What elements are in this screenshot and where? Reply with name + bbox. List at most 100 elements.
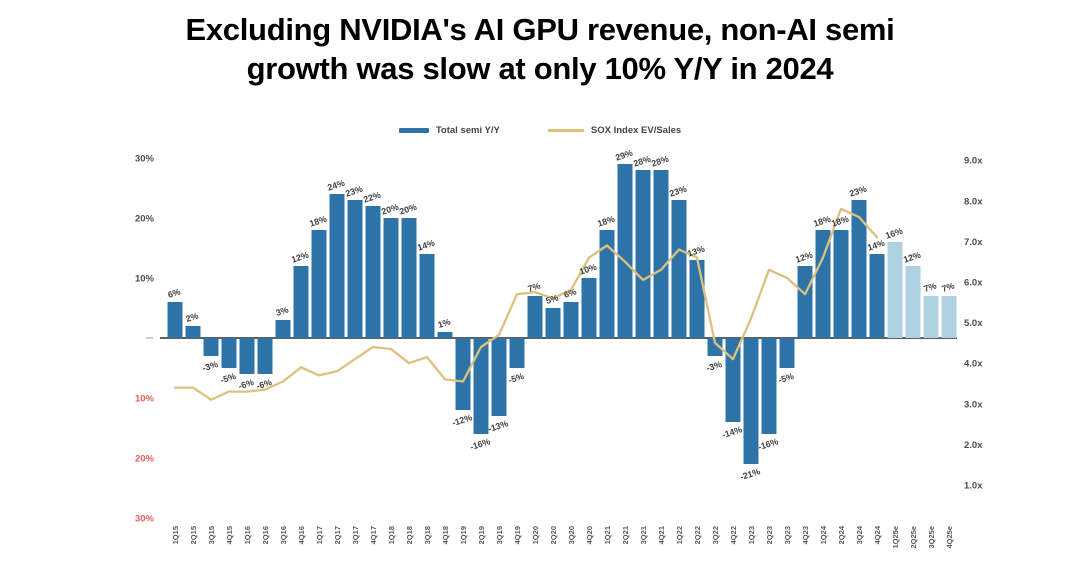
bar-4Q22 xyxy=(725,338,741,422)
bar-4Q19 xyxy=(509,338,525,368)
x-axis-label-1Q20: 1Q20 xyxy=(531,526,540,544)
x-axis-label-2Q23: 2Q23 xyxy=(765,526,774,544)
chart-title-line1: Excluding NVIDIA's AI GPU revenue, non-A… xyxy=(185,12,895,47)
bar-2Q16 xyxy=(257,338,273,374)
bar-label-4Q25e: 7% xyxy=(940,280,955,293)
bar-label-4Q19: -5% xyxy=(507,371,525,385)
bar-label-1Q18: 20% xyxy=(380,202,400,217)
right-axis-tick: 2.0x xyxy=(964,440,983,451)
bar-label-2Q25e: 12% xyxy=(902,250,922,265)
x-axis-label-1Q17: 1Q17 xyxy=(315,526,324,544)
left-axis-tick: 10% xyxy=(135,394,155,405)
x-axis-label-3Q25e: 3Q25e xyxy=(927,526,936,549)
bar-2Q23 xyxy=(761,338,777,434)
bar-3Q16 xyxy=(275,320,291,338)
bar-1Q16 xyxy=(239,338,255,374)
bar-4Q24 xyxy=(869,254,885,338)
bar-label-2Q24: 18% xyxy=(830,214,850,229)
x-axis-label-2Q20: 2Q20 xyxy=(549,526,558,544)
x-axis-label-2Q17: 2Q17 xyxy=(333,526,342,544)
bar-4Q16 xyxy=(293,266,309,338)
bar-label-1Q21: 18% xyxy=(596,214,616,229)
bar-label-3Q15: -3% xyxy=(201,359,219,373)
bar-3Q15 xyxy=(203,338,219,356)
left-axis-tick: 30% xyxy=(135,514,155,525)
right-axis-tick: 8.0x xyxy=(964,196,983,207)
x-axis-label-2Q25e: 2Q25e xyxy=(909,526,918,549)
x-axis-label-2Q19: 2Q19 xyxy=(477,526,486,544)
bar-label-2Q23: -16% xyxy=(757,436,780,452)
bar-label-2Q19: -16% xyxy=(469,436,492,452)
x-axis-label-2Q16: 2Q16 xyxy=(261,526,270,544)
bar-label-3Q24: 23% xyxy=(848,184,868,199)
bar-label-1Q20: 7% xyxy=(526,280,541,293)
bar-label-3Q22: -3% xyxy=(705,359,723,373)
bar-label-3Q18: 14% xyxy=(416,238,436,253)
bar-label-4Q22: -14% xyxy=(721,424,744,440)
bar-label-3Q17: 23% xyxy=(344,184,364,199)
bar-label-4Q15: -5% xyxy=(219,371,237,385)
x-axis-label-4Q25e: 4Q25e xyxy=(945,526,954,549)
legend-bar-label: Total semi Y/Y xyxy=(435,125,500,136)
right-axis-tick: 3.0x xyxy=(964,399,983,410)
bar-1Q19 xyxy=(455,338,471,410)
legend-line-label: SOX Index EV/Sales xyxy=(590,125,682,136)
bar-3Q21 xyxy=(635,170,651,338)
bar-label-1Q25e: 16% xyxy=(884,226,904,241)
x-axis-label-4Q20: 4Q20 xyxy=(585,526,594,544)
bar-1Q25e xyxy=(887,242,903,338)
x-axis-label-1Q22: 1Q22 xyxy=(675,526,684,544)
x-axis-label-2Q24: 2Q24 xyxy=(837,525,846,544)
x-axis-label-1Q19: 1Q19 xyxy=(459,526,468,544)
legend-item-total-semi: Total semi Y/Y xyxy=(398,125,500,136)
bar-label-2Q22: 13% xyxy=(686,244,706,259)
bar-2Q25e xyxy=(905,266,921,338)
x-axis-label-1Q23: 1Q23 xyxy=(747,526,756,544)
chart-title: Excluding NVIDIA's AI GPU revenue, non-A… xyxy=(0,10,1080,88)
bar-label-2Q16: -6% xyxy=(255,377,273,391)
bar-4Q15 xyxy=(221,338,237,368)
x-axis-label-1Q21: 1Q21 xyxy=(603,526,612,544)
bar-2Q21 xyxy=(617,164,633,338)
x-axis-label-2Q22: 2Q22 xyxy=(693,526,702,544)
bar-label-4Q16: 12% xyxy=(290,250,310,265)
bar-label-1Q22: 23% xyxy=(668,184,688,199)
bar-label-3Q16: 3% xyxy=(274,304,289,317)
bar-label-1Q23: -21% xyxy=(739,466,762,482)
bar-label-1Q16: -6% xyxy=(237,377,255,391)
x-axis-label-3Q22: 3Q22 xyxy=(711,526,720,544)
bar-3Q19 xyxy=(491,338,507,416)
x-axis-label-4Q19: 4Q19 xyxy=(513,526,522,544)
bar-3Q17 xyxy=(347,200,363,338)
bar-label-3Q25e: 7% xyxy=(922,280,937,293)
bar-2Q22 xyxy=(689,260,705,338)
x-axis-label-1Q16: 1Q16 xyxy=(243,526,252,544)
left-axis-tick: 20% xyxy=(135,214,155,225)
x-axis-label-3Q23: 3Q23 xyxy=(783,526,792,544)
bar-4Q25e xyxy=(941,296,957,338)
x-axis-label-3Q20: 3Q20 xyxy=(567,526,576,544)
bar-2Q20 xyxy=(545,308,561,338)
bar-3Q23 xyxy=(779,338,795,368)
bar-4Q17 xyxy=(365,206,381,338)
right-axis-tick: 4.0x xyxy=(964,359,983,370)
bar-label-1Q24: 18% xyxy=(812,214,832,229)
x-axis-label-4Q22: 4Q22 xyxy=(729,526,738,544)
bar-label-1Q19: -12% xyxy=(451,412,474,428)
x-axis-label-4Q23: 4Q23 xyxy=(801,526,810,544)
x-axis-label-4Q21: 4Q21 xyxy=(657,526,666,544)
legend-bar-swatch-icon xyxy=(398,128,429,133)
sox-ev-sales-line xyxy=(173,207,879,401)
x-axis-label-3Q16: 3Q16 xyxy=(279,526,288,544)
bar-3Q20 xyxy=(563,302,579,338)
bar-3Q18 xyxy=(419,254,435,338)
x-axis-label-4Q18: 4Q18 xyxy=(441,526,450,544)
right-axis-tick: 7.0x xyxy=(964,237,983,248)
bar-label-4Q20: 10% xyxy=(578,262,598,277)
right-axis-tick: 6.0x xyxy=(964,278,983,289)
bar-2Q18 xyxy=(401,218,417,338)
bar-label-4Q23: 12% xyxy=(794,250,814,265)
x-axis-label-4Q16: 4Q16 xyxy=(297,526,306,544)
bar-label-4Q18: 1% xyxy=(436,316,451,329)
